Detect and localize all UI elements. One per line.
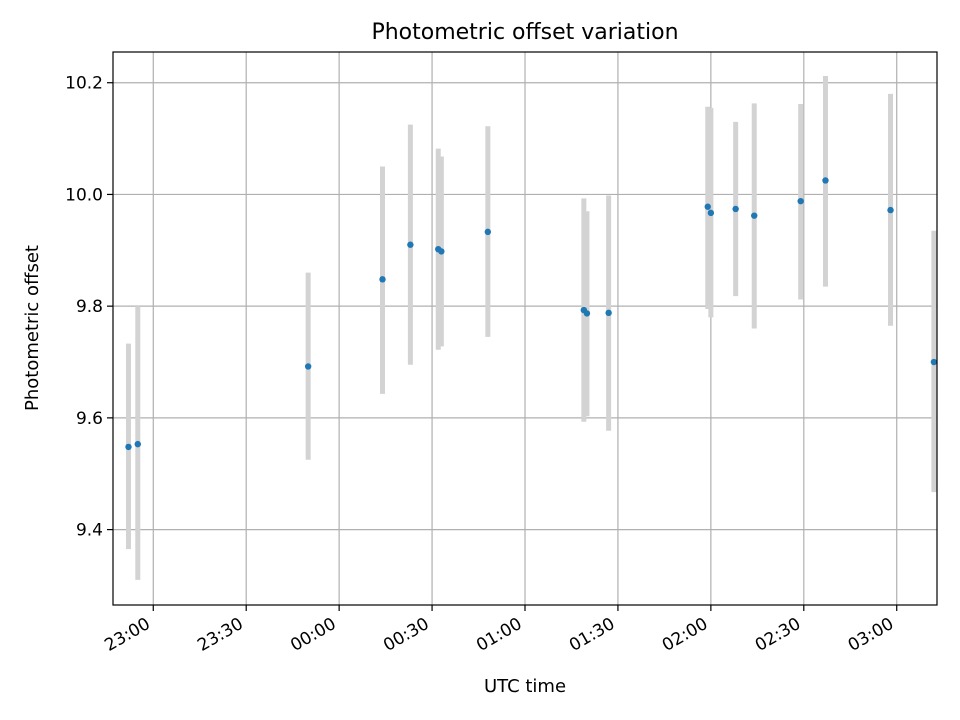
data-point — [887, 206, 894, 214]
y-tick-label: 9.6 — [76, 409, 103, 429]
data-point — [605, 309, 612, 317]
y-tick-label: 9.4 — [76, 521, 103, 541]
data-point — [379, 276, 386, 283]
data-point — [822, 177, 829, 184]
data-points — [125, 177, 938, 451]
y-tick-label: 10.0 — [65, 185, 103, 205]
y-tick-label: 10.2 — [65, 74, 103, 94]
data-point — [930, 358, 938, 366]
y-axis-label: Photometric offset — [22, 245, 43, 411]
y-tick-label: 9.8 — [76, 297, 103, 317]
data-point — [438, 248, 445, 255]
data-point — [707, 209, 715, 217]
data-point — [407, 241, 414, 248]
data-point — [732, 205, 739, 213]
x-axis-label: UTC time — [484, 676, 566, 697]
data-point — [484, 228, 492, 236]
data-point — [704, 203, 711, 210]
data-point — [125, 443, 132, 451]
data-point — [751, 212, 758, 219]
chart-title: Photometric offset variation — [371, 20, 678, 45]
y-axis-ticks: 9.4 9.6 9.8 10.0 10.2 — [65, 74, 113, 541]
data-point — [583, 310, 591, 317]
data-point — [797, 197, 804, 205]
data-point — [304, 363, 312, 370]
data-point — [134, 440, 141, 448]
